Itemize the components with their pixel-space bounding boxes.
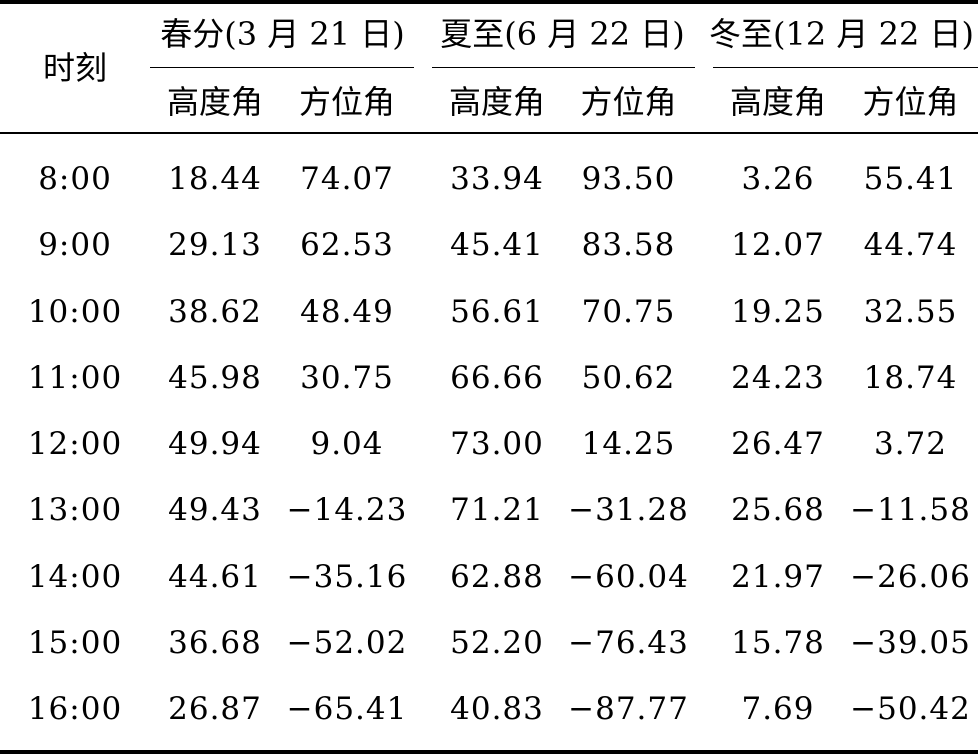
winter-altitude-cell: 26.47 — [731, 426, 825, 462]
spring-azimuth-cell: 74.07 — [300, 161, 394, 197]
summer-group-rule — [432, 67, 695, 68]
winter-altitude-cell: 25.68 — [731, 492, 825, 528]
winter-azimuth-cell: 44.74 — [863, 227, 958, 263]
summer-azimuth-header: 方位角 — [580, 83, 677, 121]
spring-altitude-header: 高度角 — [166, 83, 263, 121]
time-cell: 16:00 — [27, 691, 123, 727]
winter-altitude-cell: 3.26 — [741, 161, 815, 197]
spring-altitude-cell: 49.43 — [168, 492, 262, 528]
spring-altitude-cell: 26.87 — [168, 691, 262, 727]
spring-altitude-cell: 18.44 — [168, 161, 262, 197]
winter-altitude-cell: 7.69 — [741, 691, 815, 727]
table-bottom-rule — [0, 750, 978, 754]
spring-azimuth-cell: 30.75 — [300, 360, 394, 396]
spring-azimuth-header: 方位角 — [298, 83, 395, 121]
summer-altitude-cell: 71.21 — [450, 492, 544, 528]
summer-altitude-cell: 45.41 — [450, 227, 544, 263]
summer-altitude-header: 高度角 — [448, 83, 545, 121]
time-cell: 12:00 — [27, 426, 123, 462]
spring-altitude-cell: 36.68 — [168, 625, 262, 661]
spring-azimuth-cell: 48.49 — [300, 294, 394, 330]
header-bottom-rule — [0, 132, 978, 134]
spring-azimuth-cell: −14.23 — [286, 492, 408, 528]
time-column-header: 时刻 — [42, 49, 107, 87]
winter-altitude-header: 高度角 — [729, 83, 826, 121]
spring-azimuth-cell: 62.53 — [300, 227, 394, 263]
summer-azimuth-cell: 50.62 — [581, 360, 676, 396]
summer-altitude-cell: 40.83 — [450, 691, 544, 727]
spring-azimuth-cell: −52.02 — [286, 625, 408, 661]
table-top-rule — [0, 0, 978, 4]
winter-azimuth-cell: −11.58 — [850, 492, 971, 528]
time-cell: 10:00 — [27, 294, 123, 330]
summer-altitude-cell: 73.00 — [450, 426, 544, 462]
summer-azimuth-cell: 14.25 — [581, 426, 676, 462]
spring-altitude-cell: 29.13 — [168, 227, 262, 263]
summer-azimuth-cell: 70.75 — [581, 294, 676, 330]
summer-altitude-cell: 62.88 — [450, 559, 544, 595]
spring-azimuth-cell: 9.04 — [310, 426, 384, 462]
winter-azimuth-cell: 32.55 — [863, 294, 958, 330]
winter-altitude-cell: 12.07 — [731, 227, 825, 263]
time-cell: 9:00 — [38, 227, 112, 263]
spring-altitude-cell: 38.62 — [168, 294, 262, 330]
spring-altitude-cell: 45.98 — [168, 360, 262, 396]
winter-azimuth-cell: 3.72 — [873, 426, 948, 462]
spring-altitude-cell: 44.61 — [168, 559, 262, 595]
spring-azimuth-cell: −65.41 — [286, 691, 408, 727]
summer-azimuth-cell: 93.50 — [581, 161, 676, 197]
winter-azimuth-header: 方位角 — [862, 83, 959, 121]
summer-altitude-cell: 52.20 — [450, 625, 544, 661]
winter-altitude-cell: 15.78 — [731, 625, 825, 661]
winter-altitude-cell: 21.97 — [731, 559, 825, 595]
summer-altitude-cell: 66.66 — [450, 360, 544, 396]
summer-azimuth-cell: −76.43 — [568, 625, 689, 661]
summer-altitude-cell: 33.94 — [450, 161, 544, 197]
time-cell: 15:00 — [27, 625, 123, 661]
winter-azimuth-cell: −50.42 — [850, 691, 971, 727]
winter-altitude-cell: 19.25 — [731, 294, 825, 330]
time-cell: 8:00 — [38, 161, 112, 197]
spring-equinox-header: 春分(3 月 21 日) — [160, 15, 405, 53]
summer-azimuth-cell: −31.28 — [568, 492, 689, 528]
summer-altitude-cell: 56.61 — [450, 294, 544, 330]
time-cell: 14:00 — [27, 559, 123, 595]
winter-azimuth-cell: 55.41 — [863, 161, 958, 197]
summer-azimuth-cell: 83.58 — [581, 227, 676, 263]
time-cell: 13:00 — [27, 492, 123, 528]
time-cell: 11:00 — [27, 360, 123, 396]
winter-solstice-header: 冬至(12 月 22 日) — [709, 15, 974, 53]
winter-altitude-cell: 24.23 — [731, 360, 825, 396]
winter-azimuth-cell: −39.05 — [850, 625, 971, 661]
spring-azimuth-cell: −35.16 — [286, 559, 408, 595]
winter-azimuth-cell: 18.74 — [863, 360, 958, 396]
summer-solstice-header: 夏至(6 月 22 日) — [440, 15, 685, 53]
spring-group-rule — [150, 67, 414, 68]
winter-azimuth-cell: −26.06 — [850, 559, 971, 595]
summer-azimuth-cell: −87.77 — [568, 691, 689, 727]
spring-altitude-cell: 49.94 — [168, 426, 262, 462]
winter-group-rule — [713, 67, 978, 68]
summer-azimuth-cell: −60.04 — [568, 559, 689, 595]
